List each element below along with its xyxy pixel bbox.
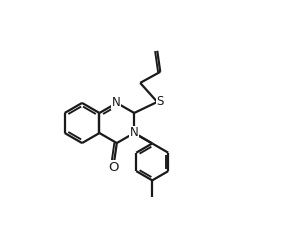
Text: S: S <box>157 95 164 108</box>
Text: N: N <box>130 126 139 139</box>
Text: N: N <box>111 96 120 109</box>
Text: O: O <box>108 161 119 174</box>
